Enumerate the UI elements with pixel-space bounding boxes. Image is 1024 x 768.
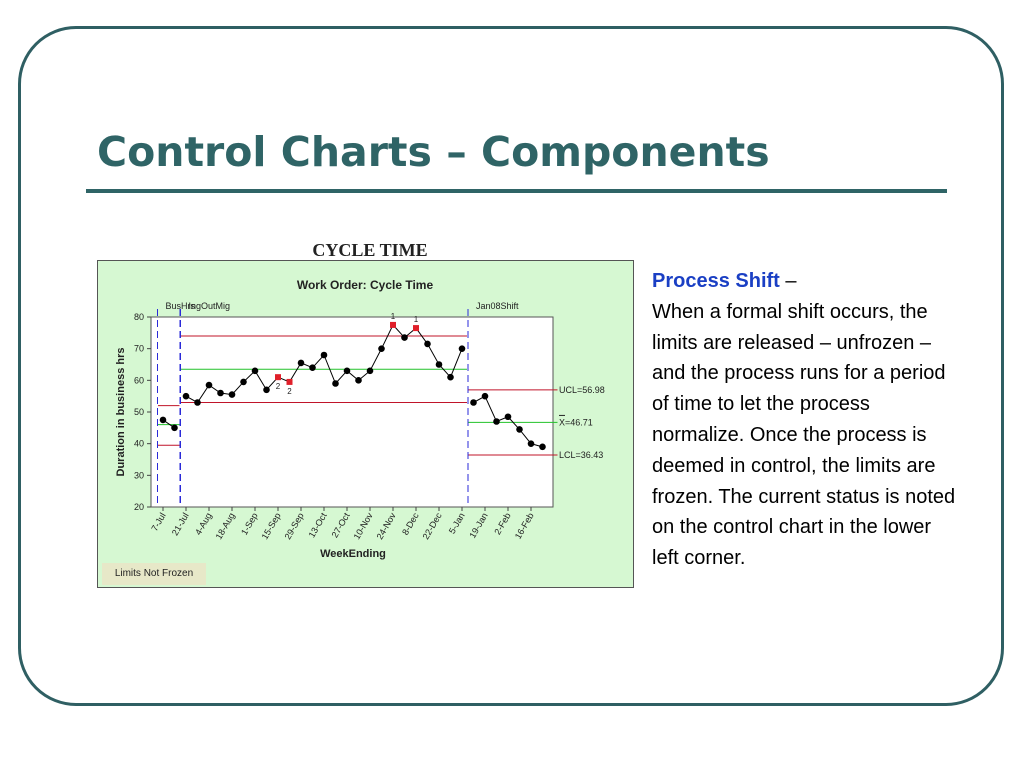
data-point (251, 367, 259, 375)
lcl-label: LCL=36.43 (559, 450, 603, 460)
x-tick-label: 4-Aug (193, 511, 214, 537)
x-tick-label: 16-Feb (513, 511, 536, 541)
y-tick-label: 80 (134, 312, 144, 322)
description-heading: Process Shift (652, 270, 780, 292)
y-tick-label: 60 (134, 375, 144, 385)
data-point (343, 367, 351, 375)
data-point (424, 340, 431, 348)
x-tick-label: 15-Sep (260, 511, 283, 541)
description-body: When a formal shift occurs, the limits a… (652, 300, 956, 570)
slide-title: Control Charts – Components (97, 128, 770, 176)
point-flag-label: 2 (276, 382, 281, 391)
chart-title: Work Order: Cycle Time (297, 278, 434, 292)
flagged-point (390, 321, 396, 328)
flagged-point (286, 378, 293, 385)
data-point (297, 359, 305, 367)
data-point (366, 367, 374, 375)
data-point (309, 364, 316, 371)
chart-heading: CYCLE TIME (312, 240, 428, 260)
data-point (527, 440, 535, 447)
x-tick-label: 27-Oct (330, 511, 352, 540)
data-point (228, 391, 236, 398)
data-point (481, 392, 489, 400)
title-divider (86, 189, 947, 193)
data-point (447, 373, 454, 381)
data-point (458, 345, 466, 352)
chart-svg: Work Order: Cycle Time WeekEnding Duration… (115, 278, 605, 560)
slide-frame (18, 26, 1004, 706)
x-tick-label: 29-Sep (283, 511, 306, 541)
phase-label: IngOutMig (189, 301, 231, 311)
point-flag-label: 1 (391, 312, 396, 321)
x-tick-label: 10-Nov (352, 511, 375, 542)
data-point (217, 389, 224, 397)
status-badge: Limits Not Frozen (102, 563, 206, 585)
x-tick-label: 22-Dec (421, 511, 444, 542)
x-tick-label: 18-Aug (214, 511, 237, 541)
y-tick-label: 70 (134, 344, 144, 354)
data-point (516, 426, 523, 433)
phase-label: Jan08Shift (476, 301, 519, 311)
center-label: X=46.71 (559, 417, 593, 427)
data-point (493, 418, 500, 425)
data-point (205, 381, 213, 389)
x-tick-label: 7-Jul (149, 511, 167, 533)
flagged-point (413, 325, 419, 332)
x-axis-label: WeekEnding (320, 548, 386, 560)
x-tick-label: 19-Jan (467, 511, 489, 540)
y-tick-label: 40 (134, 439, 144, 449)
ucl-label: UCL=56.98 (559, 385, 605, 395)
y-tick-label: 50 (134, 407, 144, 417)
data-point (355, 377, 362, 384)
x-tick-label: 8-Dec (400, 511, 421, 537)
y-tick-label: 20 (134, 502, 144, 512)
data-point (182, 392, 190, 400)
data-point (240, 378, 247, 386)
y-tick-label: 30 (134, 470, 144, 480)
data-point (194, 399, 201, 406)
x-tick-label: 2-Feb (492, 511, 512, 536)
data-point (159, 416, 167, 424)
description-heading-suffix: – (779, 270, 797, 292)
data-point (539, 443, 546, 451)
flagged-point (275, 374, 281, 381)
point-flag-label: 1 (414, 315, 419, 324)
data-point (401, 334, 408, 341)
y-axis-label: Duration in business hrs (115, 348, 127, 477)
data-point (332, 380, 339, 387)
data-point (171, 424, 178, 432)
data-point (320, 351, 328, 359)
data-point (504, 413, 512, 421)
phase-label: BusHrs (166, 301, 196, 311)
x-tick-label: 5-Jan (447, 511, 467, 535)
control-chart: Work Order: Cycle Time WeekEnding Duration… (97, 260, 634, 588)
x-tick-label: 1-Sep (239, 511, 260, 537)
description-panel: Process Shift – When a formal shift occu… (652, 266, 957, 574)
plot-area (150, 316, 554, 508)
x-tick-label: 13-Oct (307, 511, 329, 540)
data-point (378, 345, 385, 352)
data-point (263, 386, 270, 394)
point-flag-label: 2 (287, 387, 292, 396)
data-point (470, 399, 477, 406)
x-tick-label: 24-Nov (375, 511, 398, 542)
data-point (435, 361, 443, 368)
x-tick-label: 21-Jul (170, 511, 191, 537)
